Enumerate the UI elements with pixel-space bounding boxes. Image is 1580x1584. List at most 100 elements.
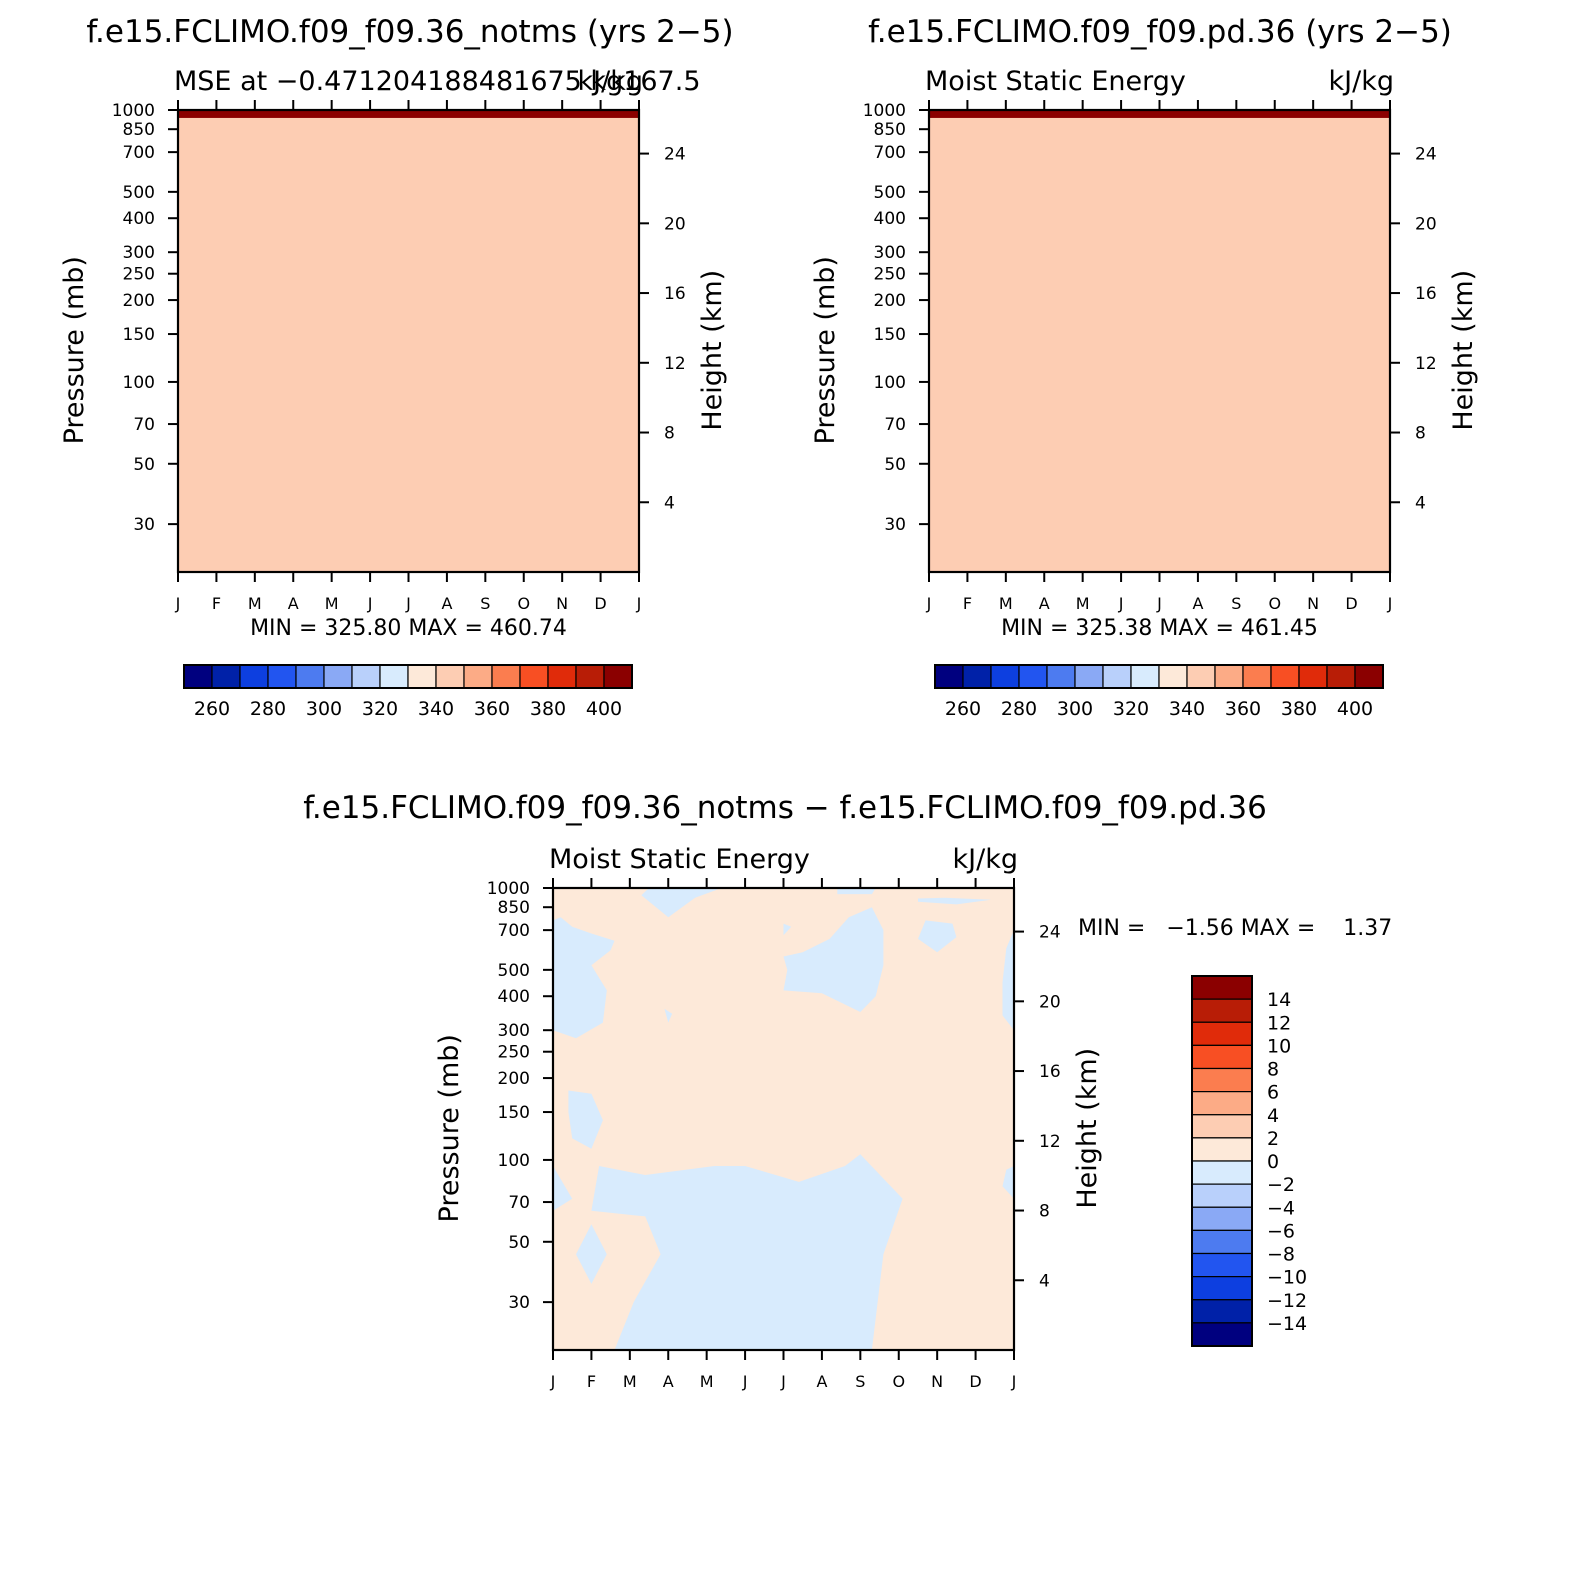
y2-tick-label: 24 [1039, 923, 1061, 943]
contour-fill-neg-1 [553, 1166, 573, 1211]
x-tick-label: N [931, 1372, 943, 1391]
x-tick-label: D [969, 1372, 981, 1391]
x-tick-label: J [550, 1372, 556, 1391]
y-tick-label: 250 [498, 1043, 530, 1063]
x-tick-label: O [892, 1372, 905, 1391]
colorbar-box [1298, 664, 1328, 689]
y-tick-label: 400 [498, 987, 530, 1007]
y2-axis-label: Height (km) [1448, 270, 1479, 431]
x-tick-label: S [480, 594, 490, 613]
y-tick-label: 150 [123, 325, 155, 345]
y2-tick-label: 4 [1039, 1271, 1050, 1291]
x-tick-label: J [742, 1372, 748, 1391]
colorbar-label: −8 [1267, 1244, 1295, 1266]
contour-fill-neg-7 [783, 907, 884, 1012]
colorbar-frame [1191, 975, 1253, 1347]
colorbar-label: 4 [1267, 1105, 1279, 1127]
contour-fill-neg-5 [553, 917, 615, 1039]
colorbar-box [1191, 1044, 1253, 1070]
colorbar: 260 280 300 320 340 360 380 400 [183, 664, 633, 720]
colorbar-box [1186, 664, 1216, 689]
y2-tick-label: 24 [1415, 145, 1437, 165]
x-tick-label: D [1345, 594, 1357, 613]
contour-fill-neg-0 [591, 1154, 903, 1350]
y-tick-label: 1000 [112, 101, 155, 121]
contour-fill-neg-10 [918, 897, 991, 905]
x-tick-label: J [926, 594, 932, 613]
colorbar-box [1191, 1252, 1253, 1278]
colorbar-box [183, 664, 213, 689]
left-string: MSE at −0.471204188481675 kg167.5 [174, 66, 701, 97]
colorbar-box [1191, 1206, 1253, 1231]
colorbar-box [1191, 998, 1253, 1023]
y2-tick-label: 16 [1039, 1062, 1061, 1082]
plot-area [929, 110, 1390, 572]
colorbar-label: 6 [1267, 1082, 1279, 1104]
colorbar-label: 280 [250, 698, 286, 720]
x-tick-label: M [325, 594, 339, 613]
x-tick-label: O [1268, 594, 1281, 613]
colorbar-label: −2 [1267, 1174, 1295, 1196]
colorbar-box [379, 664, 409, 689]
colorbar-label: 320 [362, 698, 398, 720]
contour-fill-neg-9 [918, 920, 957, 953]
panel-title: f.e15.FCLIMO.f09_f09.pd.36 (yrs 2−5) [868, 14, 1452, 50]
right-string: kJ/kg [578, 66, 643, 97]
y2-axis-label: Height (km) [697, 270, 728, 431]
y2-tick-label: 16 [664, 284, 686, 304]
colorbar-label: 360 [474, 698, 510, 720]
colorbar-box [1191, 1229, 1253, 1255]
colorbar-box [575, 664, 605, 689]
y-tick-label: 50 [508, 1233, 530, 1253]
colorbar-box [211, 664, 241, 689]
x-tick-label: S [855, 1372, 865, 1391]
y-tick-label: 500 [123, 183, 155, 203]
x-tick-label: J [1011, 1372, 1017, 1391]
colorbar-box [1214, 664, 1244, 689]
colorbar-label: 14 [1267, 989, 1291, 1011]
y2-tick-label: 24 [664, 145, 686, 165]
colorbar-label: 320 [1113, 698, 1149, 720]
colorbar-box [1191, 1183, 1253, 1208]
colorbar-box [990, 664, 1020, 689]
y-axis-label: Pressure (mb) [810, 256, 841, 444]
y-tick-label: 850 [874, 120, 906, 140]
colorbar-label: 0 [1267, 1151, 1279, 1173]
y-tick-label: 500 [874, 183, 906, 203]
colorbar-box [1191, 1067, 1253, 1093]
x-tick-label: J [367, 594, 373, 613]
x-tick-label: S [1231, 594, 1241, 613]
y-tick-label: 200 [123, 291, 155, 311]
colorbar-box [934, 664, 964, 689]
x-tick-label: A [1192, 594, 1203, 613]
colorbar-box [603, 664, 633, 689]
x-tick-label: A [288, 594, 299, 613]
y2-tick-label: 8 [664, 424, 675, 444]
contour-fill-neg-12 [837, 888, 876, 895]
colorbar-box [1191, 975, 1253, 1000]
panel-title: f.e15.FCLIMO.f09_f09.36_notms (yrs 2−5) [86, 14, 733, 50]
colorbar-box [1046, 664, 1076, 689]
contour-fill-bottom-band [929, 117, 1390, 572]
x-tick-label: J [1387, 594, 1393, 613]
x-tick-label: M [700, 1372, 714, 1391]
y-tick-label: 150 [498, 1103, 530, 1123]
left-string: Moist Static Energy [549, 844, 810, 875]
y2-tick-label: 4 [664, 493, 675, 513]
x-tick-label: M [1076, 594, 1090, 613]
plot-area [553, 888, 1014, 1350]
colorbar-label: 340 [418, 698, 454, 720]
colorbar-box [323, 664, 353, 689]
colorbar-label: 300 [1057, 698, 1093, 720]
colorbar-box [1158, 664, 1188, 689]
y-tick-label: 700 [498, 921, 530, 941]
y-tick-label: 70 [133, 415, 155, 435]
colorbar-box [1191, 1021, 1253, 1046]
y-tick-label: 500 [498, 961, 530, 981]
y-tick-label: 100 [498, 1151, 530, 1171]
x-tick-label: A [1039, 594, 1050, 613]
colorbar-box [1191, 1276, 1253, 1301]
y2-tick-label: 8 [1415, 424, 1426, 444]
